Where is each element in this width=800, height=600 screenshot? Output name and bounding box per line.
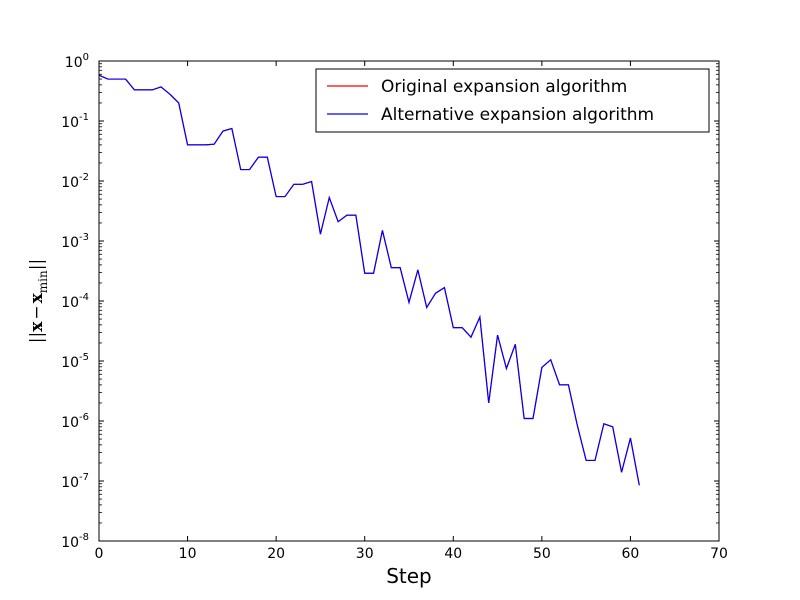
y-tick-label: 10-7 <box>61 472 89 491</box>
y-tick-label: 10-2 <box>61 172 89 191</box>
y-tick-label: 10-8 <box>61 532 89 551</box>
ylabel-norm-open: || <box>27 332 47 343</box>
x-axis-ticks: 0 10 20 30 40 50 60 70 <box>95 61 728 562</box>
x-tick-label: 10 <box>179 546 197 562</box>
y-axis-ticks: 100 10-1 10-2 10-3 10-4 10-5 10-6 10-7 10-8 <box>61 52 719 551</box>
svg-text:||x−xmin||: ||x−xmin|| <box>27 259 50 343</box>
x-tick-label: 50 <box>533 546 551 562</box>
legend-box <box>315 68 710 133</box>
x-tick-label: 40 <box>444 546 462 562</box>
series-line-1 <box>98 74 640 486</box>
y-tick-label: 10-1 <box>61 112 89 131</box>
x-tick-label: 70 <box>710 546 728 562</box>
ylabel-sub: min <box>36 270 50 293</box>
legend-label-1: Original expansion algorithm <box>381 77 627 97</box>
y-axis-label: ||x−xmin|| <box>27 259 50 343</box>
y-tick-label: 10-5 <box>61 352 89 371</box>
x-axis-label: Step <box>386 564 432 588</box>
legend: Original expansion algorithm Alternative … <box>315 68 710 133</box>
x-tick-label: 60 <box>622 546 640 562</box>
ylabel-minus: − <box>27 305 47 319</box>
ylabel-xmin: x <box>27 292 47 303</box>
y-tick-label: 10-3 <box>61 232 89 251</box>
series-layer <box>98 74 640 486</box>
x-tick-label: 0 <box>95 546 104 562</box>
y-tick-label: 100 <box>65 52 89 71</box>
x-tick-label: 20 <box>267 546 285 562</box>
legend-label-2: Alternative expansion algorithm <box>381 105 654 125</box>
ylabel-norm-close: || <box>27 259 47 270</box>
y-tick-label: 10-6 <box>61 412 89 431</box>
series-line-2 <box>98 74 640 486</box>
y-tick-label: 10-4 <box>61 292 89 311</box>
x-tick-label: 30 <box>356 546 374 562</box>
ylabel-x: x <box>27 321 47 332</box>
